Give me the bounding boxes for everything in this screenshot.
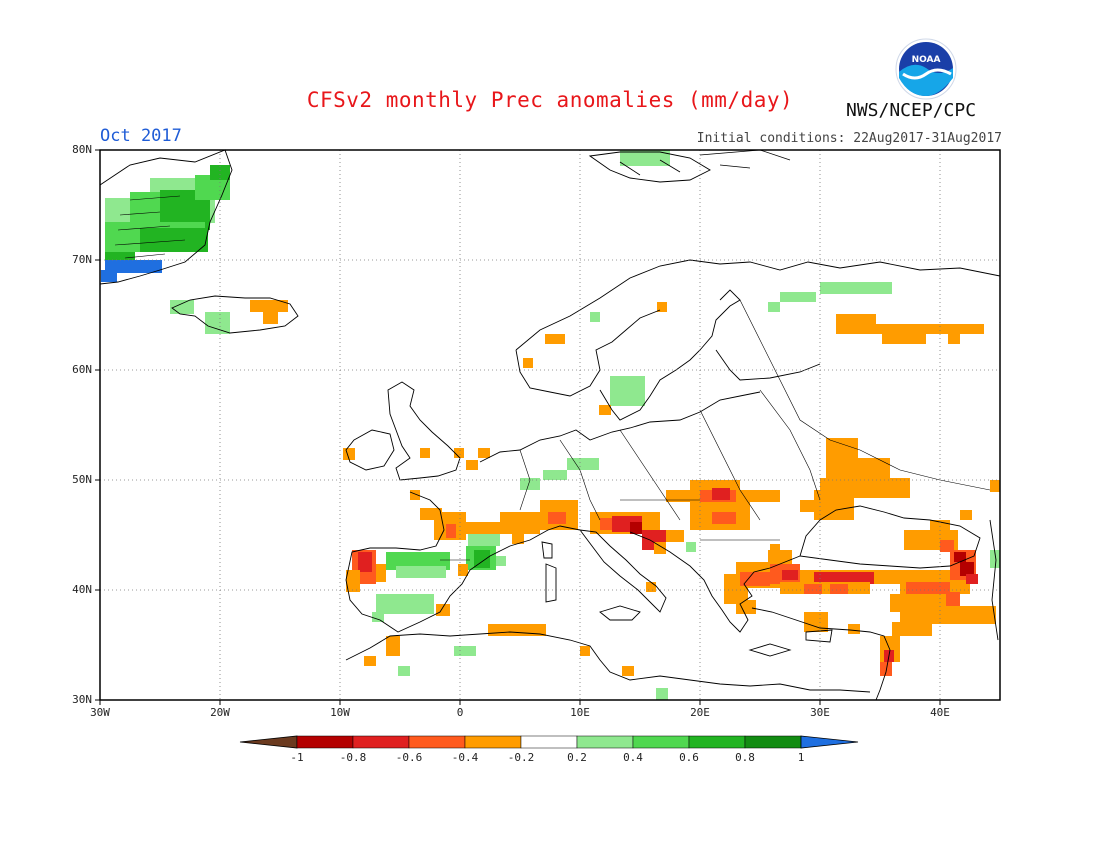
noaa-logo-text: NOAA [912,55,941,65]
colorbar-below-min [239,735,298,749]
colorbar-bin [632,735,690,749]
north-sea-baltic-coast [479,391,761,463]
sicily-coast [599,605,641,621]
anomaly-iceland [170,300,288,334]
turkey-levant-coast [751,607,891,701]
lat-label: 40N [72,583,92,596]
colorbar-bin [744,735,802,749]
colorbar-bin [408,735,466,749]
colorbar [239,735,859,749]
anomaly-italy-adriatic [590,512,696,554]
anomaly-france-alps [420,500,578,546]
great-britain-coast [387,381,461,481]
colorbar-label: -1 [290,751,304,764]
finland-coast [715,349,821,381]
noaa-logo: NOAA [895,38,957,100]
balkans-coast [629,531,801,633]
colorbar-above-max [800,735,859,749]
scandinavia-north-coast [515,259,1001,351]
axis-ticks [95,149,941,705]
lat-label: 60N [72,363,92,376]
anomaly-field [101,150,1000,700]
greenland-coast [99,149,233,285]
lat-label: 50N [72,473,92,486]
colorbar-label: -0.6 [395,751,423,764]
lat-label: 80N [72,143,92,156]
lon-label: 20W [210,706,230,719]
western-europe-coast [345,491,581,633]
lon-label: 20E [690,706,710,719]
initial-conditions-label: Initial conditions: 22Aug2017-31Aug2017 [696,131,1002,146]
anomaly-svalbard [620,150,670,166]
lon-label: 10W [330,706,350,719]
crete-coast [748,643,792,657]
anomaly-turkey [724,510,1000,676]
sardinia-corsica-coast [541,541,557,603]
italy-coast [579,529,667,613]
lat-label: 30N [72,693,92,706]
north-africa-coast [345,631,871,693]
anomaly-central-europe [520,458,599,490]
colorbar-label: -0.8 [339,751,367,764]
caspian-coast [989,519,999,641]
lon-label: 10E [570,706,590,719]
colorbar-label: -0.4 [451,751,479,764]
anomaly-ukraine [800,438,1000,520]
agency-label: NWS/NCEP/CPC [846,100,977,121]
black-sea-coast [799,505,981,569]
forecast-month: Oct 2017 [100,126,182,146]
colorbar-bin [352,735,410,749]
norway-coast [515,309,661,397]
country-borders [440,299,991,561]
colorbar-bin [576,735,634,749]
map-frame [99,149,1001,701]
anomaly-scandinavia [523,302,667,415]
lon-label: 40E [930,706,950,719]
colorbar-bin [688,735,746,749]
lat-label: 70N [72,253,92,266]
lon-label: 0 [456,706,464,719]
colorbar-label: 0.6 [679,751,699,764]
lon-label: 30E [810,706,830,719]
map-title: CFSv2 monthly Prec anomalies (mm/day) [306,88,794,112]
cyprus-coast [805,629,833,643]
coastlines [99,149,1001,701]
iceland-coast [171,295,299,334]
ireland-coast [345,429,395,471]
sweden-coast [599,289,741,421]
colorbar-label: 0.8 [735,751,755,764]
colorbar-bin [296,735,354,749]
colorbar-label: 1 [797,751,805,764]
anomaly-nw-russia [768,282,984,344]
colorbar-bin [520,735,578,749]
lon-label: 30W [90,706,110,719]
map-background [100,150,1000,700]
colorbar-bin [464,735,522,749]
anomaly-iberia [346,546,506,676]
colorbar-label: 0.2 [567,751,587,764]
colorbar-label: 0.4 [623,751,643,764]
colorbar-label: -0.2 [507,751,535,764]
